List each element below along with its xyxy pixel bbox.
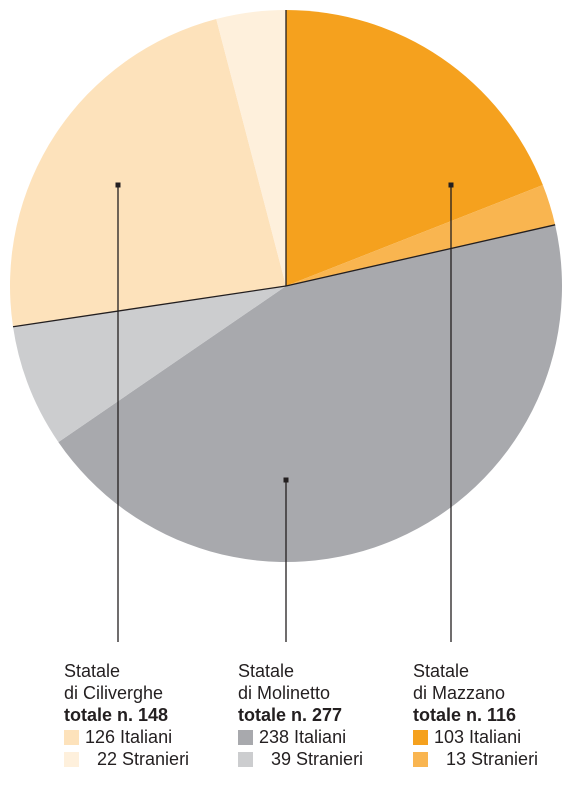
legend-swatch [238, 751, 253, 767]
pie-slice-molinetto-stranieri [13, 286, 286, 443]
leader-dot-ciliverghe [115, 182, 121, 188]
pie-slice-mazzano-italiani [286, 10, 543, 286]
legend-name-line2: di Molinetto [238, 683, 331, 703]
legend-total: totale n. 277 [238, 705, 343, 725]
legend-value: 103 [434, 727, 465, 747]
legend-label: Stranieri [122, 749, 190, 769]
legend-value: 22 [97, 749, 118, 769]
leader-dot-mazzano [448, 182, 454, 188]
legend-name-line1: Statale [64, 661, 121, 681]
group-separator-line [12, 285, 287, 328]
group-separator-line [285, 224, 556, 287]
pie-slice-molinetto-italiani [58, 224, 562, 562]
legend-swatch [64, 729, 79, 745]
pie-slice-mazzano-stranieri [286, 185, 556, 286]
legend-swatch [64, 751, 79, 767]
legend-ciliverghe: Statale di Ciliverghe totale n. 148 126 … [64, 660, 224, 770]
legend-swatch [413, 729, 428, 745]
legend-name-line1: Statale [413, 661, 470, 681]
legend-value: 13 [446, 749, 467, 769]
legend-row-stranieri: 39 Stranieri [238, 748, 398, 770]
legend-value: 39 [271, 749, 292, 769]
legend-mazzano: Statale di Mazzano totale n. 116 103 Ita… [413, 660, 562, 770]
legend-value: 238 [259, 727, 290, 747]
legend-row-italiani: 238 Italiani [238, 726, 398, 748]
legend-value: 126 [85, 727, 116, 747]
legend-label: Italiani [469, 727, 522, 747]
legend-row-italiani: 103 Italiani [413, 726, 562, 748]
legend-name-line2: di Mazzano [413, 683, 506, 703]
pie-slice-ciliverghe-stranieri [216, 10, 286, 286]
legend-name-line2: di Ciliverghe [64, 683, 164, 703]
legend-row-stranieri: 13 Stranieri [413, 748, 562, 770]
legend-swatch [413, 751, 428, 767]
legend-total: totale n. 148 [64, 705, 169, 725]
legend-label: Italiani [294, 727, 347, 747]
legend-label: Stranieri [296, 749, 364, 769]
pie-slice-ciliverghe-italiani [9, 18, 286, 327]
legend-swatch [238, 729, 253, 745]
legend-name-line1: Statale [238, 661, 295, 681]
legend-label: Stranieri [471, 749, 539, 769]
legend-total: totale n. 116 [413, 705, 517, 725]
legend-row-italiani: 126 Italiani [64, 726, 224, 748]
legend-molinetto: Statale di Molinetto totale n. 277 238 I… [238, 660, 398, 770]
leader-dot-molinetto [283, 477, 289, 483]
legend-label: Italiani [120, 727, 173, 747]
legend-row-stranieri: 22 Stranieri [64, 748, 224, 770]
